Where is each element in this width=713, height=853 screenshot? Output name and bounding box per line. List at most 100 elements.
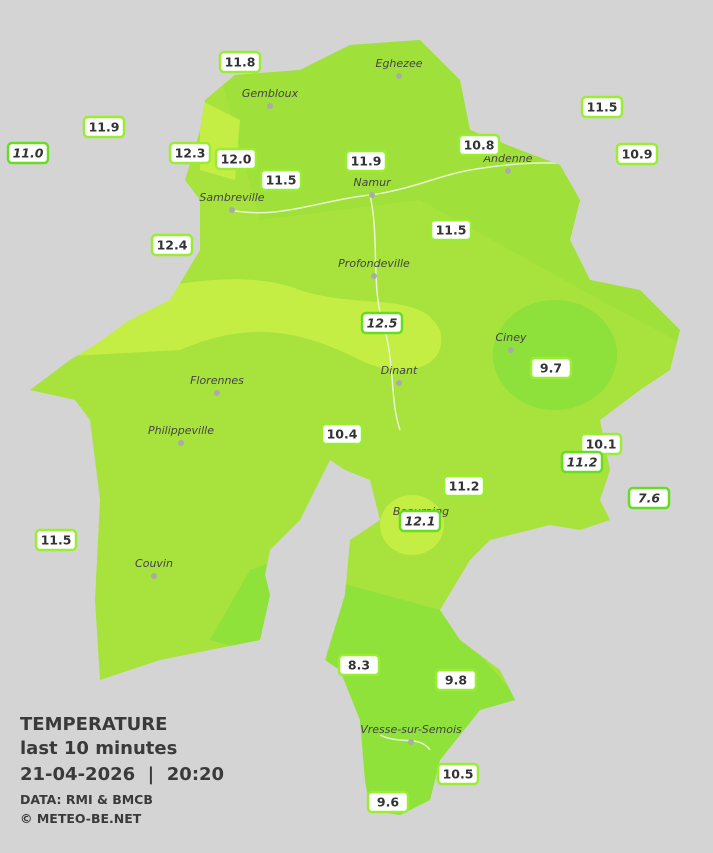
station-box (627, 486, 671, 510)
station-value: 11.9 (351, 154, 382, 169)
station: 12.5 (360, 311, 404, 335)
town-name: Philippeville (148, 424, 214, 437)
station-box (442, 474, 486, 498)
station-value: 11.5 (266, 173, 297, 188)
town-dot (267, 103, 273, 109)
legend: TEMPERATURE last 10 minutes 21-04-2026 |… (20, 714, 224, 826)
town-dot (369, 192, 375, 198)
station: 9.7 (529, 356, 573, 380)
station: 11.2 (442, 474, 486, 498)
station: 11.5 (580, 95, 624, 119)
station-value: 10.4 (327, 427, 358, 442)
station-box (259, 168, 303, 192)
station-box (34, 528, 78, 552)
title-line: last 10 minutes (20, 738, 177, 759)
station-box (360, 311, 404, 335)
station-box (320, 422, 364, 446)
station: 10.4 (320, 422, 364, 446)
title-line: 21-04-2026 | 20:20 (20, 764, 224, 785)
station-box (150, 233, 194, 257)
town-dot (408, 739, 414, 745)
station: 9.8 (434, 668, 478, 692)
town-name: Couvin (135, 557, 173, 570)
station: 11.5 (259, 168, 303, 192)
station-value: 9.7 (540, 361, 562, 376)
station: 10.8 (457, 133, 501, 157)
station-box (429, 218, 473, 242)
town-dot (508, 347, 514, 353)
town-dot (396, 380, 402, 386)
station-value: 10.5 (443, 767, 474, 782)
station: 12.1 (398, 509, 442, 533)
town-dot (396, 73, 402, 79)
station-value: 7.6 (638, 491, 660, 506)
station-value: 12.1 (405, 514, 436, 529)
town-name: Vresse-sur-Semois (360, 723, 462, 736)
town-name: Sambreville (199, 191, 264, 204)
town-name: Florennes (190, 374, 244, 387)
town-dot (178, 440, 184, 446)
station-value: 9.8 (445, 673, 467, 688)
station: 10.1 (579, 432, 623, 456)
town-dot (151, 573, 157, 579)
station-value: 11.2 (449, 479, 480, 494)
station-value: 11.2 (567, 455, 598, 470)
town-name: Ciney (496, 331, 527, 344)
station-value: 10.8 (464, 138, 495, 153)
station-value: 10.9 (622, 147, 653, 162)
station: 7.6 (627, 486, 671, 510)
station-box (214, 147, 258, 171)
station: 12.4 (150, 233, 194, 257)
station-value: 12.4 (157, 238, 188, 253)
station: 10.5 (436, 762, 480, 786)
station-box (344, 149, 388, 173)
station-box (82, 115, 126, 139)
town-name: Profondeville (338, 257, 410, 270)
station: 12.0 (214, 147, 258, 171)
station-box (580, 95, 624, 119)
station: 9.6 (366, 790, 410, 814)
source: DATA: RMI & BMCB (20, 792, 153, 807)
title-line: TEMPERATURE (20, 714, 167, 735)
station-value: 9.6 (377, 795, 399, 810)
station-box (398, 509, 442, 533)
station-box (337, 653, 381, 677)
station: 12.3 (168, 141, 212, 165)
station-value: 12.5 (367, 316, 398, 331)
town-name: Dinant (381, 364, 418, 377)
town-name: Gembloux (242, 87, 299, 100)
station: 11.9 (344, 149, 388, 173)
station-box (366, 790, 410, 814)
station-box (218, 50, 262, 74)
station-value: 12.3 (175, 146, 206, 161)
station-value: 11.5 (587, 100, 618, 115)
station: 8.3 (337, 653, 381, 677)
town-dot (214, 390, 220, 396)
town-name: Namur (353, 176, 392, 189)
station-value: 10.1 (586, 437, 617, 452)
station: 10.9 (615, 142, 659, 166)
station: 11.5 (429, 218, 473, 242)
station: 11.0 (6, 141, 50, 165)
station-box (457, 133, 501, 157)
station-box (434, 668, 478, 692)
station-box (615, 142, 659, 166)
town-dot (371, 273, 377, 279)
station: 11.8 (218, 50, 262, 74)
station-box (560, 450, 604, 474)
town-name: Eghezee (376, 57, 423, 70)
station-value: 11.8 (225, 55, 256, 70)
town-dot (505, 168, 511, 174)
copyright: © METEO-BE.NET (20, 811, 142, 826)
station-value: 11.9 (89, 120, 120, 135)
station-value: 8.3 (348, 658, 370, 673)
station-value: 12.0 (221, 152, 252, 167)
town-dot (229, 207, 235, 213)
station: 11.9 (82, 115, 126, 139)
station: 11.5 (34, 528, 78, 552)
station-value: 11.5 (436, 223, 467, 238)
station: 11.2 (560, 450, 604, 474)
station-box (168, 141, 212, 165)
station-box (436, 762, 480, 786)
